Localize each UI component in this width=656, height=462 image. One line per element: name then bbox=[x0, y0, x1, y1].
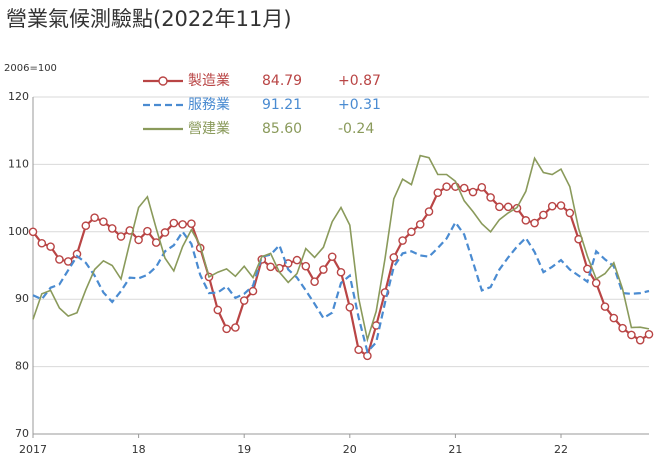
y-tick-label: 90 bbox=[15, 292, 29, 305]
data-point bbox=[72, 249, 82, 259]
chart-title: 營業氣候測驗點(2022年11月) bbox=[6, 7, 292, 31]
data-point bbox=[583, 264, 592, 274]
data-point bbox=[415, 220, 425, 229]
data-point bbox=[618, 323, 627, 333]
data-point bbox=[565, 208, 575, 218]
data-point bbox=[644, 330, 654, 339]
data-point bbox=[591, 278, 601, 288]
data-point bbox=[169, 218, 179, 228]
data-point bbox=[477, 183, 487, 192]
x-tick-label: 20 bbox=[343, 443, 357, 456]
data-point bbox=[468, 187, 478, 197]
data-point bbox=[627, 330, 636, 340]
data-point bbox=[178, 220, 187, 229]
data-point bbox=[63, 257, 73, 266]
data-point bbox=[486, 193, 495, 202]
legend-marker bbox=[158, 76, 168, 86]
data-point bbox=[116, 232, 126, 241]
data-point bbox=[503, 202, 513, 212]
data-point bbox=[160, 228, 170, 237]
legend-latest: 84.79 bbox=[262, 73, 302, 89]
data-point bbox=[609, 313, 619, 323]
data-point bbox=[292, 255, 302, 265]
legend-label: 服務業 bbox=[188, 97, 230, 113]
data-point bbox=[55, 255, 64, 264]
data-point bbox=[99, 217, 108, 226]
legend-label: 製造業 bbox=[188, 73, 230, 89]
data-point bbox=[28, 227, 38, 237]
legend-change: +0.31 bbox=[338, 97, 381, 113]
data-point bbox=[398, 236, 407, 245]
data-point bbox=[433, 188, 443, 198]
data-point bbox=[539, 210, 548, 220]
data-point bbox=[37, 238, 47, 248]
data-point bbox=[600, 302, 610, 311]
data-point bbox=[46, 242, 55, 251]
data-point bbox=[635, 335, 645, 345]
data-point bbox=[336, 267, 346, 277]
data-point bbox=[266, 262, 275, 272]
legend-change: -0.24 bbox=[338, 121, 374, 137]
data-point bbox=[248, 286, 258, 296]
data-point bbox=[521, 216, 531, 225]
y-tick-label: 70 bbox=[15, 427, 29, 440]
data-point bbox=[222, 324, 231, 334]
y-tick-label: 80 bbox=[15, 360, 29, 373]
data-point bbox=[547, 201, 557, 211]
data-point bbox=[310, 277, 319, 286]
data-point bbox=[424, 207, 434, 216]
data-point bbox=[530, 218, 539, 228]
data-point bbox=[327, 252, 337, 262]
data-point bbox=[319, 265, 328, 274]
data-point bbox=[187, 219, 196, 229]
legend-label: 營建業 bbox=[188, 121, 230, 137]
data-point bbox=[151, 238, 161, 247]
data-point bbox=[442, 182, 451, 191]
legend-latest: 91.21 bbox=[262, 97, 302, 113]
data-point bbox=[107, 224, 117, 233]
data-point bbox=[407, 227, 416, 237]
series-line bbox=[32, 220, 650, 355]
data-point bbox=[495, 202, 504, 212]
y-tick-label: 120 bbox=[8, 90, 29, 103]
legend-latest: 85.60 bbox=[262, 121, 302, 137]
data-point bbox=[354, 345, 363, 355]
legend-change: +0.87 bbox=[338, 73, 381, 89]
data-point bbox=[90, 213, 99, 222]
data-point bbox=[345, 302, 355, 312]
data-point bbox=[81, 221, 91, 231]
data-point bbox=[134, 235, 143, 245]
x-tick-label: 19 bbox=[237, 443, 251, 456]
data-point bbox=[556, 201, 566, 210]
y-tick-label: 110 bbox=[8, 157, 29, 170]
y-axis-label: 2006=100 bbox=[4, 63, 57, 74]
y-tick-label: 100 bbox=[8, 225, 29, 238]
data-point bbox=[213, 305, 223, 315]
series-line bbox=[32, 154, 650, 343]
data-point bbox=[301, 261, 311, 271]
data-point bbox=[389, 253, 399, 262]
data-point bbox=[239, 296, 249, 305]
data-point bbox=[231, 323, 240, 332]
x-tick-label: 21 bbox=[448, 443, 462, 456]
x-tick-label: 22 bbox=[554, 443, 568, 456]
x-tick-label: 2017 bbox=[19, 443, 47, 456]
data-point bbox=[459, 183, 469, 193]
data-point bbox=[143, 226, 152, 236]
x-tick-label: 18 bbox=[132, 443, 146, 456]
